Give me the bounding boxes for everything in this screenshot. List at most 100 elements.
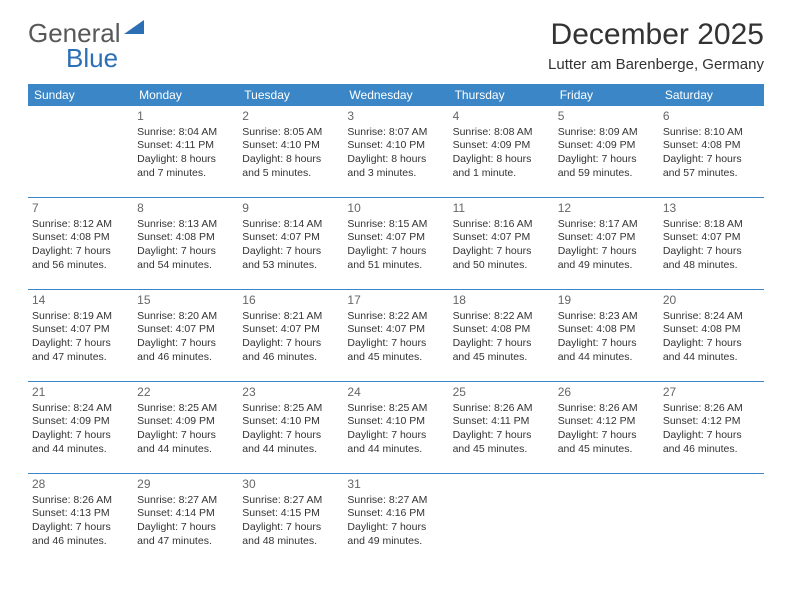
day2-text: and 45 minutes.: [558, 443, 655, 457]
sunrise-text: Sunrise: 8:27 AM: [242, 494, 339, 508]
day-cell: [28, 106, 133, 198]
day1-text: Daylight: 7 hours: [242, 429, 339, 443]
day1-text: Daylight: 7 hours: [242, 521, 339, 535]
sunrise-text: Sunrise: 8:04 AM: [137, 126, 234, 140]
day-cell: 8Sunrise: 8:13 AMSunset: 4:08 PMDaylight…: [133, 198, 238, 290]
sunset-text: Sunset: 4:07 PM: [242, 231, 339, 245]
sunrise-text: Sunrise: 8:05 AM: [242, 126, 339, 140]
day1-text: Daylight: 8 hours: [347, 153, 444, 167]
sunrise-text: Sunrise: 8:21 AM: [242, 310, 339, 324]
sunset-text: Sunset: 4:07 PM: [137, 323, 234, 337]
day-number: 2: [242, 109, 339, 125]
day2-text: and 44 minutes.: [137, 443, 234, 457]
day2-text: and 53 minutes.: [242, 259, 339, 273]
week-row: 14Sunrise: 8:19 AMSunset: 4:07 PMDayligh…: [28, 290, 764, 382]
sunset-text: Sunset: 4:09 PM: [558, 139, 655, 153]
sunset-text: Sunset: 4:11 PM: [137, 139, 234, 153]
day-number: 22: [137, 385, 234, 401]
day-cell: 23Sunrise: 8:25 AMSunset: 4:10 PMDayligh…: [238, 382, 343, 474]
day-cell: [449, 474, 554, 565]
day2-text: and 57 minutes.: [663, 167, 760, 181]
day-cell: 29Sunrise: 8:27 AMSunset: 4:14 PMDayligh…: [133, 474, 238, 565]
day-number: 30: [242, 477, 339, 493]
title-block: December 2025 Lutter am Barenberge, Germ…: [548, 18, 764, 73]
weekday-header: Monday: [133, 84, 238, 106]
weekday-header-row: Sunday Monday Tuesday Wednesday Thursday…: [28, 84, 764, 106]
sunrise-text: Sunrise: 8:26 AM: [663, 402, 760, 416]
day2-text: and 1 minute.: [453, 167, 550, 181]
day-number: 25: [453, 385, 550, 401]
day1-text: Daylight: 7 hours: [137, 521, 234, 535]
day1-text: Daylight: 7 hours: [347, 429, 444, 443]
day-cell: 16Sunrise: 8:21 AMSunset: 4:07 PMDayligh…: [238, 290, 343, 382]
sunset-text: Sunset: 4:11 PM: [453, 415, 550, 429]
day-number: 24: [347, 385, 444, 401]
day-cell: 3Sunrise: 8:07 AMSunset: 4:10 PMDaylight…: [343, 106, 448, 198]
day1-text: Daylight: 7 hours: [32, 337, 129, 351]
day-number: 21: [32, 385, 129, 401]
day-number: 27: [663, 385, 760, 401]
sunrise-text: Sunrise: 8:24 AM: [663, 310, 760, 324]
sunrise-text: Sunrise: 8:26 AM: [453, 402, 550, 416]
sunrise-text: Sunrise: 8:12 AM: [32, 218, 129, 232]
day-cell: 17Sunrise: 8:22 AMSunset: 4:07 PMDayligh…: [343, 290, 448, 382]
day-cell: 21Sunrise: 8:24 AMSunset: 4:09 PMDayligh…: [28, 382, 133, 474]
sunrise-text: Sunrise: 8:13 AM: [137, 218, 234, 232]
day2-text: and 44 minutes.: [242, 443, 339, 457]
day-cell: 7Sunrise: 8:12 AMSunset: 4:08 PMDaylight…: [28, 198, 133, 290]
sunset-text: Sunset: 4:10 PM: [242, 139, 339, 153]
day2-text: and 45 minutes.: [347, 351, 444, 365]
week-row: 7Sunrise: 8:12 AMSunset: 4:08 PMDaylight…: [28, 198, 764, 290]
sunset-text: Sunset: 4:10 PM: [242, 415, 339, 429]
day-number: 15: [137, 293, 234, 309]
day2-text: and 44 minutes.: [32, 443, 129, 457]
day1-text: Daylight: 7 hours: [137, 337, 234, 351]
day1-text: Daylight: 7 hours: [558, 337, 655, 351]
sunrise-text: Sunrise: 8:22 AM: [453, 310, 550, 324]
day2-text: and 46 minutes.: [137, 351, 234, 365]
day-number: 18: [453, 293, 550, 309]
week-row: 28Sunrise: 8:26 AMSunset: 4:13 PMDayligh…: [28, 474, 764, 565]
calendar-table: Sunday Monday Tuesday Wednesday Thursday…: [28, 84, 764, 565]
sunset-text: Sunset: 4:08 PM: [663, 323, 760, 337]
day-cell: 26Sunrise: 8:26 AMSunset: 4:12 PMDayligh…: [554, 382, 659, 474]
day-number: 12: [558, 201, 655, 217]
day2-text: and 46 minutes.: [242, 351, 339, 365]
sunset-text: Sunset: 4:07 PM: [453, 231, 550, 245]
day-cell: 11Sunrise: 8:16 AMSunset: 4:07 PMDayligh…: [449, 198, 554, 290]
day1-text: Daylight: 7 hours: [663, 337, 760, 351]
day-number: 4: [453, 109, 550, 125]
sunset-text: Sunset: 4:09 PM: [32, 415, 129, 429]
day-cell: 10Sunrise: 8:15 AMSunset: 4:07 PMDayligh…: [343, 198, 448, 290]
day-number: 14: [32, 293, 129, 309]
day1-text: Daylight: 7 hours: [242, 245, 339, 259]
day1-text: Daylight: 7 hours: [453, 337, 550, 351]
day1-text: Daylight: 7 hours: [32, 245, 129, 259]
day-number: 20: [663, 293, 760, 309]
location-subtitle: Lutter am Barenberge, Germany: [548, 56, 764, 73]
weekday-header: Friday: [554, 84, 659, 106]
day-cell: 5Sunrise: 8:09 AMSunset: 4:09 PMDaylight…: [554, 106, 659, 198]
day2-text: and 44 minutes.: [558, 351, 655, 365]
sunset-text: Sunset: 4:16 PM: [347, 507, 444, 521]
day-cell: 30Sunrise: 8:27 AMSunset: 4:15 PMDayligh…: [238, 474, 343, 565]
day-cell: 18Sunrise: 8:22 AMSunset: 4:08 PMDayligh…: [449, 290, 554, 382]
day-number: 31: [347, 477, 444, 493]
weekday-header: Thursday: [449, 84, 554, 106]
day1-text: Daylight: 7 hours: [663, 245, 760, 259]
day2-text: and 5 minutes.: [242, 167, 339, 181]
day-cell: 15Sunrise: 8:20 AMSunset: 4:07 PMDayligh…: [133, 290, 238, 382]
sunrise-text: Sunrise: 8:27 AM: [137, 494, 234, 508]
day-number: 3: [347, 109, 444, 125]
sunset-text: Sunset: 4:14 PM: [137, 507, 234, 521]
sunrise-text: Sunrise: 8:26 AM: [558, 402, 655, 416]
day1-text: Daylight: 7 hours: [137, 245, 234, 259]
day-number: 5: [558, 109, 655, 125]
day1-text: Daylight: 7 hours: [663, 429, 760, 443]
sunrise-text: Sunrise: 8:26 AM: [32, 494, 129, 508]
page: General Blue December 2025 Lutter am Bar…: [0, 0, 792, 565]
day1-text: Daylight: 7 hours: [558, 245, 655, 259]
day-number: 13: [663, 201, 760, 217]
day-number: 23: [242, 385, 339, 401]
day-cell: 20Sunrise: 8:24 AMSunset: 4:08 PMDayligh…: [659, 290, 764, 382]
